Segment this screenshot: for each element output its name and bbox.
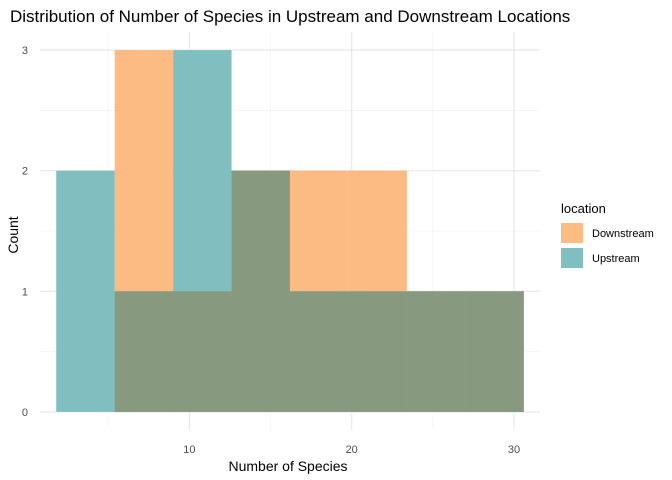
chart-title: Distribution of Number of Species in Ups… <box>10 7 570 26</box>
legend-swatch-downstream <box>561 223 583 243</box>
y-tick-label: 3 <box>22 45 28 57</box>
y-tick-label: 0 <box>22 407 28 419</box>
bar-overlap <box>465 291 524 412</box>
x-tick-label: 10 <box>183 444 195 456</box>
histogram-bars <box>56 50 524 412</box>
bar-overlap <box>114 291 174 412</box>
legend: location Downstream Upstream <box>561 201 654 268</box>
bar-overlap <box>173 291 232 412</box>
bar-overlap <box>406 291 466 412</box>
bar-overlap <box>348 291 407 412</box>
y-tick-label: 1 <box>22 286 28 298</box>
x-tick-label: 20 <box>346 444 358 456</box>
legend-swatch-upstream <box>561 248 583 268</box>
legend-label-downstream: Downstream <box>592 228 654 240</box>
legend-title: location <box>561 201 606 216</box>
bar-overlap <box>231 170 290 412</box>
bar-overlap <box>290 291 349 412</box>
y-axis-label: Count <box>5 216 21 253</box>
y-tick-labels: 0 1 2 3 <box>22 45 28 419</box>
x-axis-label: Number of Species <box>228 458 347 474</box>
bar-upstream <box>56 170 115 412</box>
y-tick-label: 2 <box>22 166 28 178</box>
x-tick-labels: 10 20 30 <box>183 444 520 456</box>
legend-label-upstream: Upstream <box>592 253 640 265</box>
x-tick-label: 30 <box>508 444 520 456</box>
